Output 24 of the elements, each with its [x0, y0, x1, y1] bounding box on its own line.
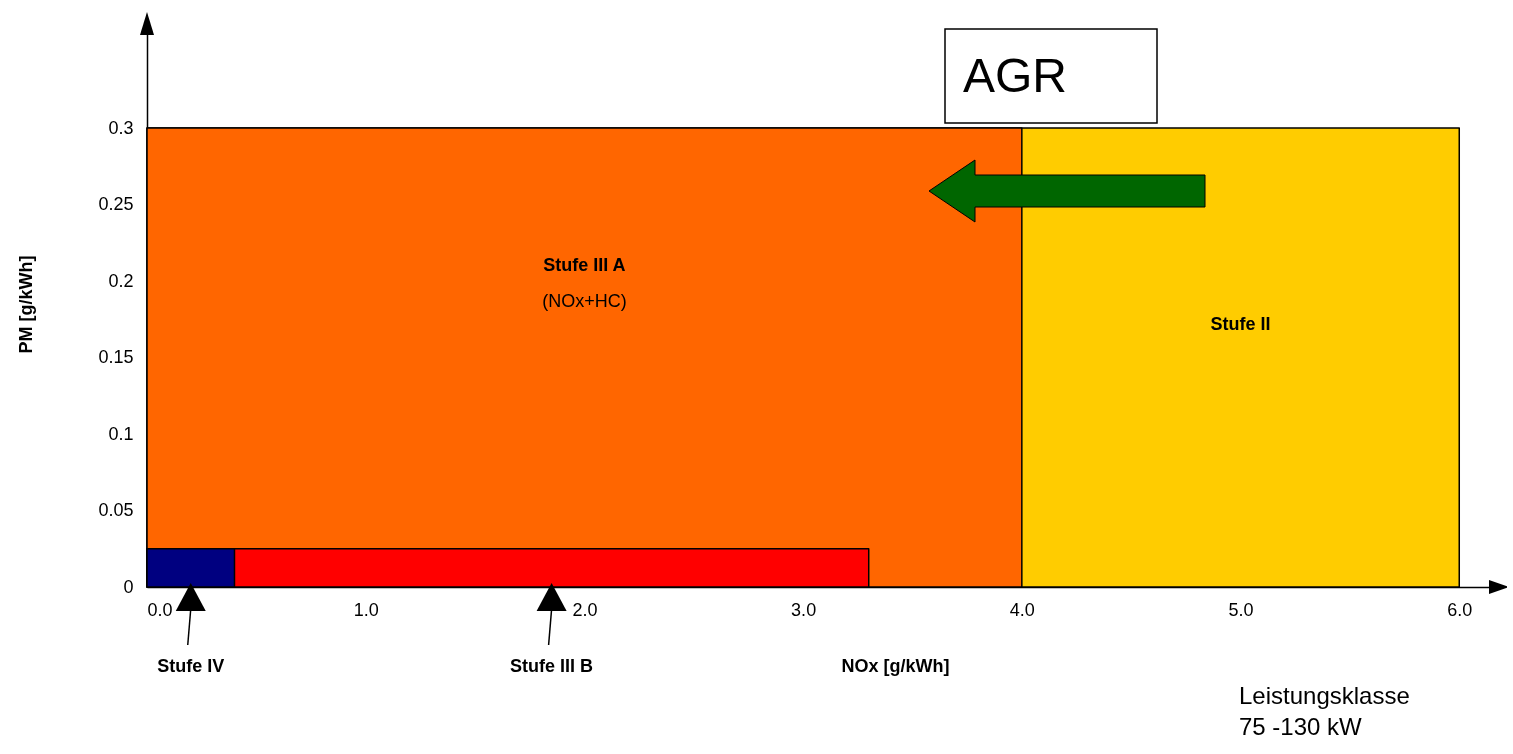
- x-axis-title: NOx [g/kWh]: [841, 655, 950, 676]
- y-tick-label: 0: [123, 576, 134, 597]
- y-tick-label: 0.3: [108, 117, 134, 138]
- x-tick-label: 0.0: [147, 599, 173, 620]
- y-tick-label: 0.25: [98, 194, 134, 215]
- x-tick-label: 5.0: [1228, 599, 1254, 620]
- y-axis-title: PM [g/kWh]: [16, 255, 37, 354]
- x-tick-label: 4.0: [1009, 599, 1035, 620]
- y-tick-label: 0.1: [108, 423, 134, 444]
- x-tick-label: 6.0: [1447, 599, 1473, 620]
- text: Leistungsklasse 75 -130 kW: [1239, 682, 1410, 740]
- y-tick-label: 0.15: [98, 347, 134, 368]
- text-box: AGR: [944, 28, 1158, 124]
- annotation: AGR: [963, 49, 1068, 102]
- series-label: Stufe II: [1210, 314, 1271, 335]
- x-tick-label: 2.0: [572, 599, 598, 620]
- annotation: (NOx+HC): [542, 290, 627, 311]
- x-tick-label: 1.0: [353, 599, 379, 620]
- legend-label: Stufe IV: [157, 656, 225, 676]
- y-tick-label: 0.05: [98, 500, 134, 521]
- x-tick-label: 3.0: [791, 599, 817, 620]
- legend-label: Stufe III B: [510, 656, 594, 676]
- series-label: Stufe III A: [543, 254, 626, 275]
- y-tick-label: 0.2: [108, 270, 134, 291]
